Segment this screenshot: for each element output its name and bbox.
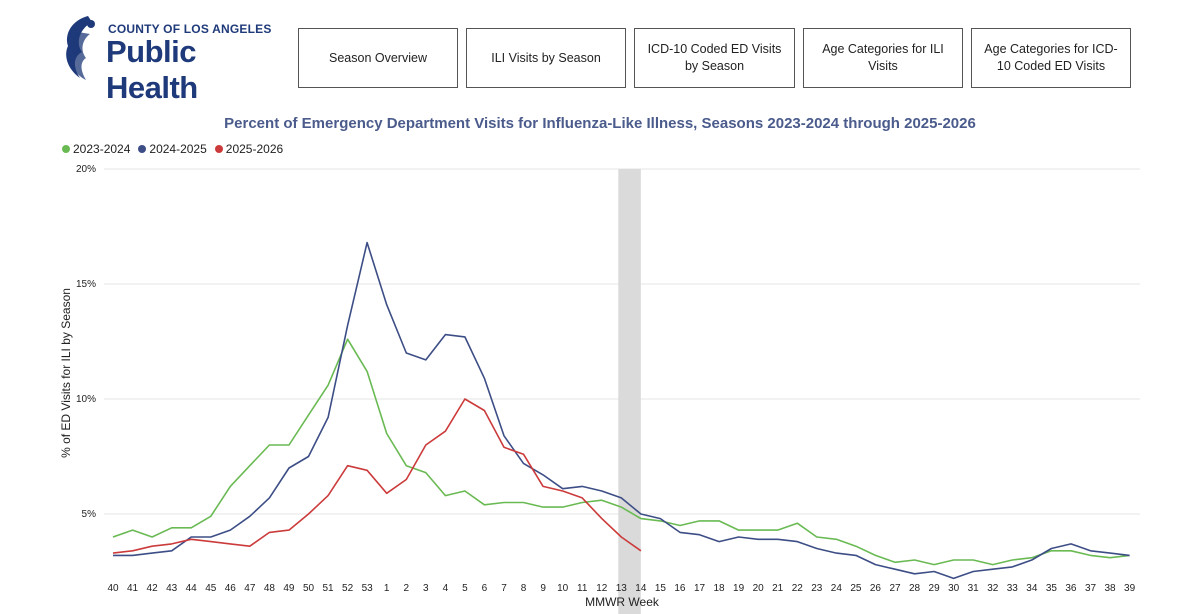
y-tick-label: 5% (82, 509, 97, 520)
x-tick-label: 52 (342, 583, 354, 594)
x-tick-label: 27 (889, 583, 901, 594)
x-tick-label: 53 (362, 583, 374, 594)
x-tick-label: 26 (870, 583, 882, 594)
x-tick-label: 34 (1026, 583, 1038, 594)
y-tick-label: 15% (76, 279, 96, 290)
x-tick-label: 51 (322, 583, 334, 594)
x-tick-label: 46 (225, 583, 237, 594)
x-tick-label: 47 (244, 583, 256, 594)
x-tick-label: 22 (792, 583, 804, 594)
series-line-2024-2025[interactable] (113, 241, 1130, 580)
x-tick-label: 45 (205, 583, 217, 594)
x-tick-label: 11 (577, 583, 588, 594)
x-tick-label: 23 (811, 583, 823, 594)
x-tick-label: 33 (1007, 583, 1019, 594)
legend-item-2023-2024[interactable]: 2023-2024 (62, 142, 130, 156)
x-tick-label: 42 (147, 583, 159, 594)
chart-legend: 2023-2024 2024-2025 2025-2026 (62, 142, 283, 156)
legend-label-2023-2024: 2023-2024 (73, 142, 131, 156)
x-tick-label: 7 (501, 583, 507, 594)
x-tick-label: 4 (443, 583, 449, 594)
age-categories-icd10-button[interactable]: Age Categories for ICD-10 Coded ED Visit… (971, 28, 1131, 88)
logo-county-text: COUNTY OF LOS ANGELES (108, 22, 272, 36)
x-tick-label: 10 (557, 583, 569, 594)
x-tick-label: 37 (1085, 583, 1097, 594)
x-tick-label: 9 (540, 583, 546, 594)
x-tick-label: 43 (166, 583, 178, 594)
x-tick-label: 19 (733, 583, 745, 594)
y-axis-label: % of ED Visits for ILI by Season (59, 288, 73, 458)
x-tick-label: 5 (462, 583, 468, 594)
y-tick-label: 10% (76, 394, 96, 405)
legend-item-2025-2026[interactable]: 2025-2026 (214, 142, 284, 156)
x-tick-label: 1 (384, 583, 390, 594)
legend-label-2024-2025: 2024-2025 (149, 142, 207, 156)
legend-label-2025-2026: 2025-2026 (225, 142, 284, 156)
x-tick-label: 25 (850, 583, 862, 594)
x-tick-label: 12 (596, 583, 608, 594)
x-tick-label: 39 (1124, 583, 1136, 594)
age-categories-ili-button[interactable]: Age Categories for ILI Visits (803, 28, 963, 88)
x-tick-label: 49 (283, 583, 295, 594)
x-tick-label: 38 (1104, 583, 1116, 594)
x-tick-label: 17 (694, 583, 706, 594)
x-tick-label: 29 (929, 583, 941, 594)
x-tick-label: 31 (968, 583, 980, 594)
x-tick-label: 15 (655, 583, 667, 594)
x-tick-label: 44 (186, 583, 198, 594)
x-tick-label: 2 (403, 583, 409, 594)
public-health-emblem-icon (66, 16, 95, 80)
x-tick-label: 14 (635, 583, 647, 594)
season-overview-button[interactable]: Season Overview (298, 28, 458, 88)
series-line-2023-2024[interactable] (112, 338, 1130, 566)
x-tick-label: 6 (482, 583, 488, 594)
x-tick-label: 28 (909, 583, 921, 594)
legend-dot-2023-2024 (62, 145, 70, 153)
x-tick-label: 18 (713, 583, 725, 594)
x-tick-label: 24 (831, 583, 843, 594)
x-tick-label: 48 (264, 583, 276, 594)
x-tick-label: 3 (423, 583, 429, 594)
x-tick-label: 50 (303, 583, 315, 594)
chart-title: Percent of Emergency Department Visits f… (224, 115, 976, 132)
series-line-2025-2026[interactable] (112, 398, 642, 554)
legend-item-2024-2025[interactable]: 2024-2025 (138, 142, 207, 156)
logo[interactable]: COUNTY OF LOS ANGELES Public Health (58, 10, 278, 105)
icd10-coded-ed-visits-button[interactable]: ICD-10 Coded ED Visits by Season (634, 28, 795, 88)
x-tick-label: 41 (127, 583, 139, 594)
x-axis-label: MMWR Week (585, 595, 660, 609)
x-tick-label: 30 (948, 583, 960, 594)
x-tick-label: 21 (772, 583, 784, 594)
legend-dot-2024-2025 (138, 145, 147, 153)
x-tick-label: 35 (1046, 583, 1058, 594)
y-tick-label: 20% (76, 164, 96, 175)
x-tick-label: 16 (674, 583, 686, 594)
x-tick-label: 20 (753, 583, 765, 594)
x-tick-label: 8 (521, 583, 527, 594)
x-tick-label: 36 (1065, 583, 1077, 594)
x-tick-label: 32 (987, 583, 999, 594)
legend-dot-2025-2026 (214, 145, 223, 153)
logo-public-health-text: Public Health (106, 34, 198, 105)
current-week-band (618, 169, 641, 614)
x-tick-label: 40 (107, 583, 119, 594)
ili-visits-by-season-button[interactable]: ILI Visits by Season (466, 28, 626, 88)
x-tick-label: 13 (616, 583, 628, 594)
